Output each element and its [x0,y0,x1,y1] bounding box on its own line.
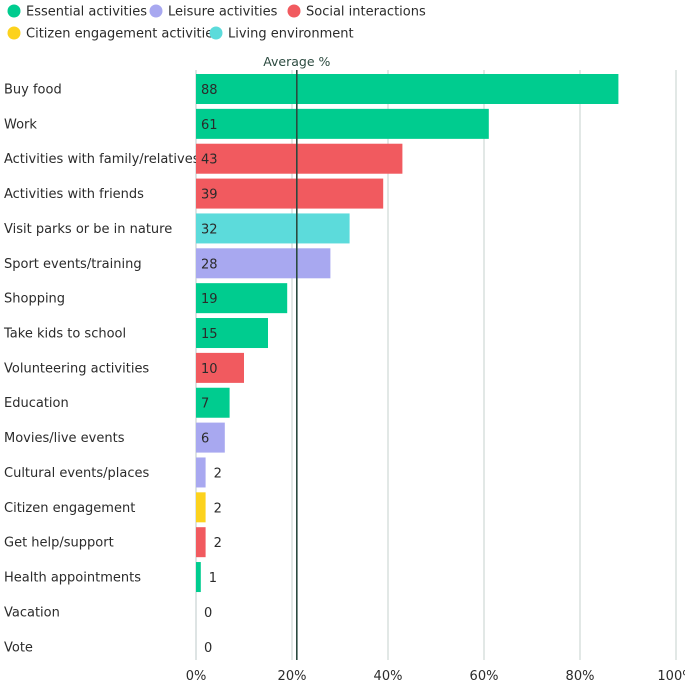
x-tick-label: 0% [186,669,207,684]
legend-label-leisure: Leisure activities [168,5,278,20]
bar [196,387,230,418]
average-label: Average % [263,54,330,69]
value-label: 0 [204,606,212,621]
category-label: Vacation [4,605,60,620]
category-label: Take kids to school [3,327,126,342]
category-label: Education [4,396,69,411]
category-label: Citizen engagement [4,501,135,516]
legend-swatch-leisure [149,4,163,18]
legend-label-citizen: Citizen engagement activities [26,27,220,42]
legend: Essential activities Leisure activities So… [7,4,426,42]
bar [196,318,268,349]
legend-label-social: Social interactions [306,5,426,20]
value-label: 2 [214,466,222,481]
legend-swatch-living [209,26,223,40]
value-label: 88 [201,83,218,98]
value-label: 1 [209,571,217,586]
value-label: 61 [201,118,218,133]
x-tick-label: 40% [374,669,403,684]
x-tick-label: 20% [278,669,307,684]
bar [196,248,331,279]
category-label: Health appointments [4,571,141,586]
x-tick-label: 80% [566,669,595,684]
bar [196,213,350,244]
bar [196,422,225,453]
category-label: Movies/live events [4,431,125,446]
category-label: Sport events/training [4,257,142,272]
category-label: Volunteering activities [4,361,149,376]
bar [196,178,384,209]
bar [196,457,206,488]
legend-label-living: Living environment [228,27,354,42]
average-marker: Average % [263,54,331,660]
category-label: Work [4,117,37,132]
legend-swatch-social [287,4,301,18]
value-label: 2 [214,501,222,516]
bar [196,352,244,383]
x-axis-ticks: 0% 20% 40% 60% 80% 100% [186,669,685,684]
value-label: 7 [201,397,209,412]
bar [196,562,201,593]
value-label: 43 [201,153,218,168]
value-label: 32 [201,222,218,237]
bar [196,143,403,174]
value-label: 15 [201,327,218,342]
bar [196,492,206,523]
value-label: 10 [201,362,218,377]
category-label: Activities with family/relatives [4,152,200,167]
value-label: 0 [204,641,212,656]
legend-swatch-citizen [7,26,21,40]
bar [196,527,206,558]
category-label: Shopping [4,292,65,307]
x-tick-label: 60% [470,669,499,684]
category-label: Cultural events/places [4,466,149,481]
category-label: Visit parks or be in nature [4,222,172,237]
bar [196,283,288,314]
category-label: Buy food [4,83,62,98]
value-label: 19 [201,292,218,307]
category-label: Activities with friends [4,187,144,202]
category-label: Get help/support [4,536,114,551]
x-tick-label: 100% [657,669,685,684]
legend-label-essential: Essential activities [26,5,147,20]
value-label: 2 [214,536,222,551]
value-label: 6 [201,432,209,447]
legend-swatch-essential [7,4,21,18]
category-label: Vote [4,640,33,655]
bar [196,74,619,104]
value-label: 39 [201,188,218,203]
value-label: 28 [201,257,218,272]
bar [196,108,489,139]
